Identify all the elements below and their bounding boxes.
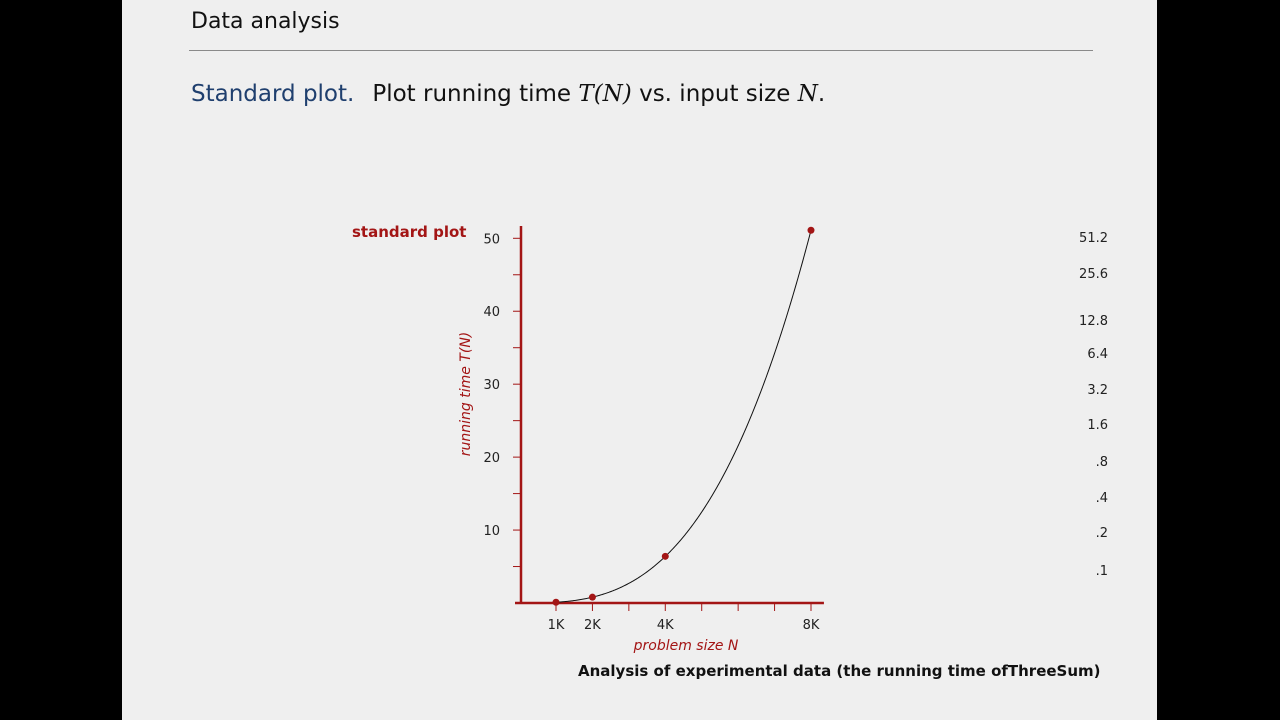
chart: standard plot 10 20 30 40 50 1K 2K 4K 8K running… [352, 223, 1108, 654]
chart-axes [515, 226, 824, 605]
subtitle-var-tn: T(N) [578, 81, 632, 107]
title-divider [189, 50, 1093, 51]
chart-ticks: 10 20 30 40 50 1K 2K 4K 8K [483, 232, 819, 633]
y-tick-label: 50 [483, 232, 500, 247]
right-axis-label: 6.4 [1087, 347, 1108, 362]
right-axis-label: .2 [1096, 526, 1108, 541]
x-tick-label: 1K [548, 618, 565, 633]
y-tick-label: 40 [483, 305, 500, 320]
right-axis-label: .4 [1096, 491, 1108, 506]
right-axis-labels: 51.2 25.6 12.8 6.4 3.2 1.6 .8 .4 .2 .1 [1079, 231, 1108, 579]
data-point [661, 552, 669, 560]
subtitle-text: Plot running time [372, 81, 579, 107]
slide-title: Data analysis [191, 9, 340, 34]
right-axis-label: 25.6 [1079, 267, 1108, 282]
slide-subtitle: Standard plot. Plot running time T(N) vs.… [191, 81, 825, 107]
y-tick-label: 10 [483, 524, 500, 539]
y-tick-label: 30 [483, 378, 500, 393]
series-points [552, 226, 815, 606]
chart-title: standard plot [352, 223, 466, 241]
x-tick-label: 2K [584, 618, 601, 633]
subtitle-mid: vs. input size [631, 81, 798, 107]
right-axis-label: .8 [1096, 455, 1108, 470]
data-point [807, 226, 815, 234]
data-point [552, 598, 560, 606]
data-point [588, 593, 596, 601]
subtitle-end: . [817, 81, 826, 107]
right-axis-label: 3.2 [1087, 383, 1108, 398]
series-curve [555, 230, 812, 603]
right-axis-label: 1.6 [1087, 418, 1108, 433]
x-tick-label: 8K [803, 618, 820, 633]
x-axis-title: problem size N [633, 638, 739, 654]
y-axis-title: running time T(N) [458, 332, 474, 457]
right-axis-label: 12.8 [1079, 314, 1108, 329]
subtitle-var-n: N [797, 81, 818, 107]
right-axis-label: 51.2 [1079, 231, 1108, 246]
subtitle-lead: Standard plot. [191, 81, 355, 107]
x-tick-label: 4K [657, 618, 674, 633]
chart-caption: Analysis of experimental data (the runni… [578, 662, 1101, 680]
right-axis-label: .1 [1096, 564, 1108, 579]
slide: Data analysis Standard plot. Plot running… [122, 0, 1157, 720]
y-tick-label: 20 [483, 451, 500, 466]
